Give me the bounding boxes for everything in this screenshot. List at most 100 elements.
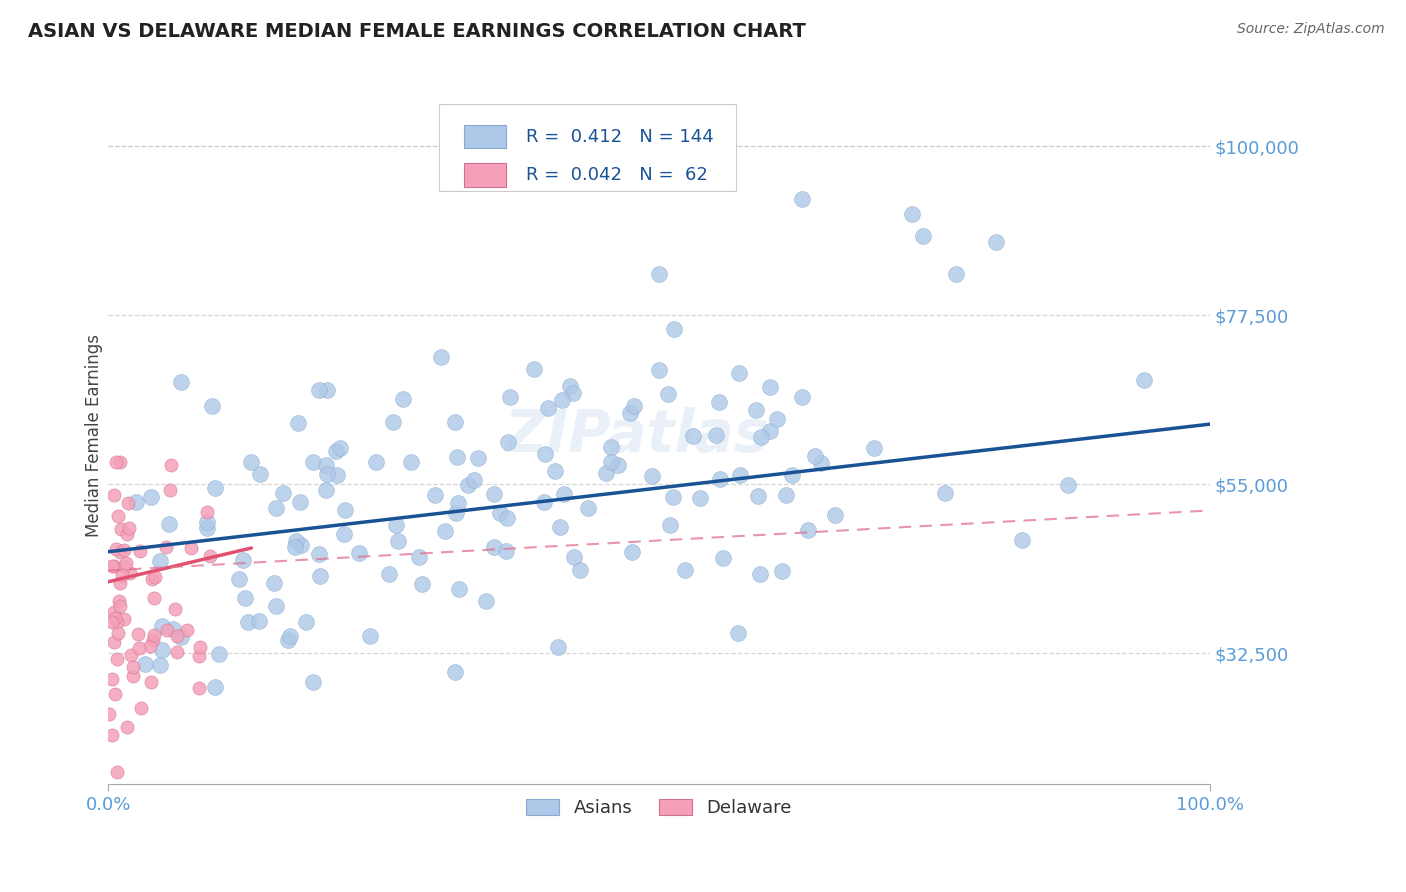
- Point: [112, 612, 135, 626]
- Point: [1133, 373, 1156, 387]
- Point: [728, 366, 751, 380]
- Point: [745, 403, 768, 417]
- Point: [142, 633, 165, 648]
- Point: [139, 491, 162, 505]
- Point: [114, 557, 136, 571]
- Point: [457, 478, 479, 492]
- Point: [131, 700, 153, 714]
- Point: [108, 455, 131, 469]
- Point: [156, 623, 179, 637]
- Point: [333, 527, 356, 541]
- Point: [408, 549, 430, 564]
- Point: [308, 384, 330, 398]
- Point: [290, 537, 312, 551]
- Point: [117, 720, 139, 734]
- Point: [150, 618, 173, 632]
- Point: [562, 549, 585, 564]
- Point: [143, 591, 166, 605]
- Point: [280, 630, 302, 644]
- Point: [495, 544, 517, 558]
- Point: [728, 468, 751, 483]
- FancyBboxPatch shape: [439, 103, 737, 191]
- Point: [143, 570, 166, 584]
- Point: [727, 626, 749, 640]
- Point: [228, 572, 250, 586]
- Point: [315, 483, 337, 497]
- Point: [107, 508, 129, 523]
- Point: [381, 415, 404, 429]
- Point: [104, 687, 127, 701]
- Y-axis label: Median Female Earnings: Median Female Earnings: [86, 334, 103, 537]
- Point: [240, 455, 263, 469]
- Point: [166, 629, 188, 643]
- Point: [796, 523, 818, 537]
- Point: [378, 567, 401, 582]
- Point: [689, 491, 711, 505]
- FancyBboxPatch shape: [464, 163, 506, 186]
- Point: [759, 379, 782, 393]
- Text: R =  0.042   N =  62: R = 0.042 N = 62: [526, 166, 707, 184]
- Point: [682, 429, 704, 443]
- Point: [467, 451, 489, 466]
- Point: [316, 383, 339, 397]
- Point: [387, 534, 409, 549]
- Point: [105, 615, 128, 629]
- Point: [104, 611, 127, 625]
- Point: [284, 533, 307, 548]
- Point: [329, 441, 352, 455]
- Point: [159, 483, 181, 497]
- Point: [759, 425, 782, 439]
- Point: [264, 501, 287, 516]
- Point: [411, 577, 433, 591]
- Point: [101, 559, 124, 574]
- Point: [449, 582, 471, 596]
- Point: [945, 267, 967, 281]
- Point: [482, 541, 505, 555]
- Point: [103, 605, 125, 619]
- Point: [138, 639, 160, 653]
- Point: [901, 207, 924, 221]
- Point: [551, 393, 574, 408]
- Point: [101, 615, 124, 630]
- Point: [657, 387, 679, 401]
- Point: [499, 391, 522, 405]
- Point: [444, 665, 467, 679]
- Point: [912, 229, 935, 244]
- Point: [790, 390, 813, 404]
- Point: [101, 672, 124, 686]
- Point: [117, 527, 139, 541]
- Point: [264, 599, 287, 613]
- Point: [446, 450, 468, 464]
- Point: [301, 455, 323, 469]
- Point: [707, 394, 730, 409]
- Point: [118, 521, 141, 535]
- Point: [195, 521, 218, 535]
- Point: [706, 427, 728, 442]
- Point: [105, 765, 128, 780]
- Point: [150, 642, 173, 657]
- Point: [496, 511, 519, 525]
- Point: [166, 645, 188, 659]
- Point: [747, 489, 769, 503]
- Point: [108, 545, 131, 559]
- Point: [141, 572, 163, 586]
- Point: [143, 628, 166, 642]
- Point: [201, 399, 224, 413]
- Point: [599, 455, 621, 469]
- Point: [661, 490, 683, 504]
- Point: [401, 455, 423, 469]
- Point: [232, 552, 254, 566]
- Point: [149, 658, 172, 673]
- Point: [107, 625, 129, 640]
- Point: [641, 469, 664, 483]
- Point: [766, 412, 789, 426]
- Point: [112, 543, 135, 558]
- Point: [623, 399, 645, 413]
- Point: [804, 449, 827, 463]
- Point: [157, 516, 180, 531]
- Point: [121, 668, 143, 682]
- Point: [335, 503, 357, 517]
- Point: [984, 235, 1007, 249]
- Point: [195, 505, 218, 519]
- Point: [108, 576, 131, 591]
